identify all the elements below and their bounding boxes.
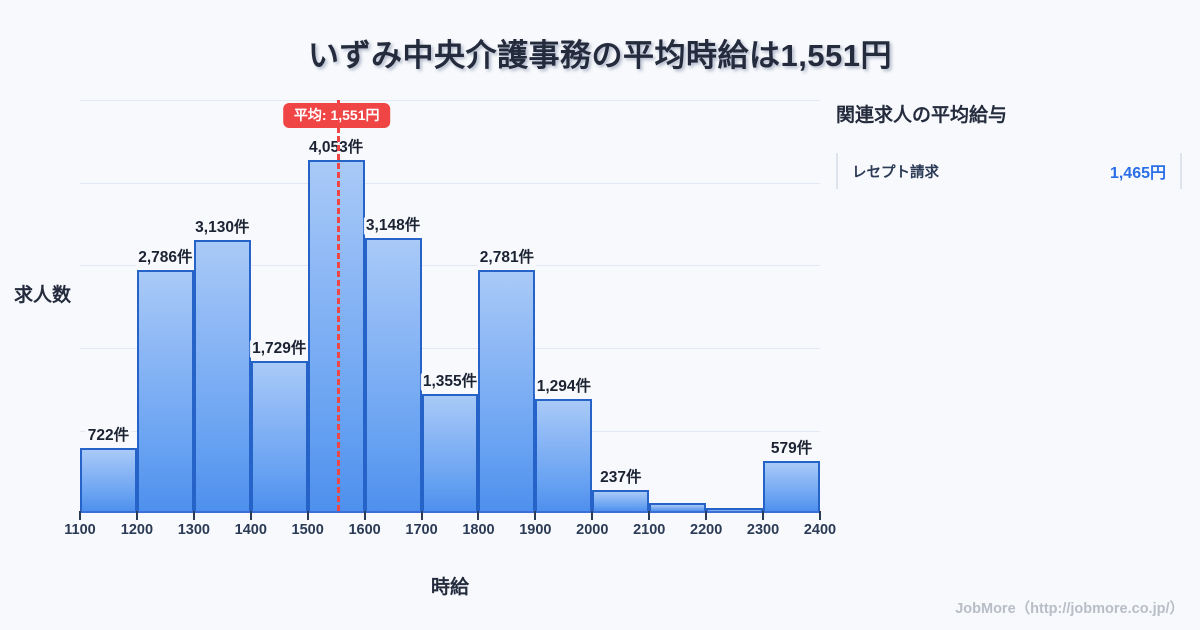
bar-value-label: 237件 [598,469,644,488]
page-title: いずみ中央介護事務の平均時給は1,551円 [307,38,893,73]
x-tick-label: 2000 [576,522,609,538]
histogram-chart: 求人数 722件 2,786件 3,130件 1,729件 4,053件 3,148件 1,… [14,100,836,598]
x-tick-label: 1800 [462,522,495,538]
x-tick-label: 1900 [519,522,552,538]
x-tick-label: 1300 [177,522,210,538]
average-badge: 平均: 1,551円 [282,103,391,128]
histogram-bar[interactable] [193,239,251,511]
x-axis-title: 時給 [430,577,469,598]
x-tick-label: 2400 [803,522,837,538]
related-salary-label: レセプト請求 [852,164,939,181]
bar-value-label: 2,781件 [477,249,537,268]
x-tick-label: 1700 [405,522,438,538]
x-tick-mark [79,511,81,520]
x-tick-label: 2100 [633,522,666,538]
gridline [80,347,820,349]
x-tick-mark [477,511,480,520]
x-tick-label: 1600 [348,522,381,538]
bar-value-label: 4,053件 [306,138,366,157]
x-tick-mark [648,511,651,520]
x-tick-mark [819,511,821,520]
bar-value-label: 2,786件 [136,248,195,267]
related-salary-list: レセプト請求 1,465円 [836,153,1182,189]
y-axis-title: 求人数 [14,285,72,306]
average-line [336,100,340,511]
x-tick-mark [135,511,138,520]
histogram-bar[interactable] [763,460,820,511]
gridline [80,265,820,267]
histogram-bar[interactable] [478,270,536,511]
histogram-bar[interactable] [364,238,422,511]
x-tick-mark [420,511,423,520]
x-axis-baseline [80,511,820,513]
gridline [80,100,820,101]
bar-value-label: 1,729件 [250,340,309,359]
x-tick-mark [249,511,252,520]
histogram-bar[interactable] [80,448,137,511]
related-salary-row[interactable]: レセプト請求 1,465円 [836,153,1182,189]
x-tick-mark [591,511,594,520]
related-salary-title: 関連求人の平均給与 [836,105,1008,126]
x-tick-mark [306,511,309,520]
x-tick-label: 1400 [234,522,267,538]
histogram-bar[interactable] [307,159,365,511]
related-salary-value: 1,465円 [1109,165,1166,182]
plot-area: 722件 2,786件 3,130件 1,729件 4,053件 3,148件 1,355件… [80,100,820,513]
histogram-bar[interactable] [136,269,194,511]
x-tick-label: 1200 [120,522,154,538]
x-tick-mark [705,511,708,520]
histogram-bar[interactable] [421,393,479,511]
x-tick-label: 2300 [746,522,780,538]
histogram-bar[interactable] [706,507,764,511]
x-tick-mark [762,511,765,520]
bar-value-label: 3,130件 [193,218,252,237]
x-tick-label: 2200 [690,522,723,538]
gridline [80,182,820,184]
histogram-bar[interactable] [649,503,707,511]
bar-value-label: 722件 [85,427,132,446]
histogram-bar[interactable] [250,361,308,511]
bar-value-label: 1,294件 [534,377,593,396]
footer-watermark: JobMore（http://jobmore.co.jp/） [955,601,1184,617]
x-tick-mark [534,511,537,520]
related-salary-panel: 関連求人の平均給与 レセプト請求 1,465円 [836,100,1182,189]
histogram-bar[interactable] [535,398,593,511]
x-tick-mark [192,511,195,520]
histogram-bar[interactable] [592,490,650,511]
bar-value-label: 579件 [768,439,815,458]
x-tick-mark [363,511,366,520]
x-tick-label: 1500 [291,522,324,538]
bar-value-label: 1,355件 [420,372,480,391]
bar-value-label: 3,148件 [363,217,423,236]
x-tick-label: 1100 [64,522,96,538]
